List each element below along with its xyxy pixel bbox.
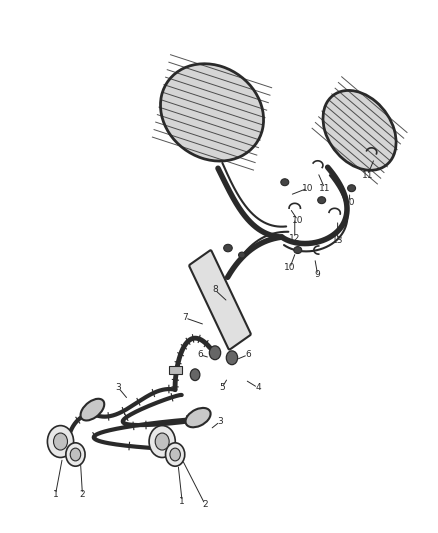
- Text: 6: 6: [245, 350, 251, 359]
- Circle shape: [226, 351, 238, 365]
- Circle shape: [66, 443, 85, 466]
- Text: 10: 10: [302, 184, 314, 193]
- Ellipse shape: [224, 244, 232, 252]
- Text: 10: 10: [284, 263, 296, 272]
- Text: 12: 12: [289, 233, 300, 243]
- Text: 10: 10: [344, 198, 355, 207]
- Ellipse shape: [81, 399, 104, 421]
- Ellipse shape: [294, 247, 302, 254]
- Bar: [169, 366, 182, 374]
- Circle shape: [166, 443, 185, 466]
- Circle shape: [53, 433, 67, 450]
- Ellipse shape: [323, 91, 396, 170]
- Ellipse shape: [186, 408, 211, 427]
- Circle shape: [155, 433, 169, 450]
- Text: 5: 5: [219, 383, 225, 392]
- Circle shape: [70, 448, 81, 461]
- Text: 11: 11: [362, 171, 373, 180]
- Text: 7: 7: [182, 313, 188, 322]
- Ellipse shape: [239, 252, 245, 258]
- Text: 4: 4: [255, 383, 261, 392]
- Text: 8: 8: [212, 286, 218, 294]
- Text: 2: 2: [80, 490, 85, 499]
- Ellipse shape: [160, 64, 264, 161]
- Circle shape: [149, 425, 175, 457]
- Text: 11: 11: [319, 184, 330, 193]
- Text: 3: 3: [217, 417, 223, 426]
- FancyBboxPatch shape: [189, 251, 251, 350]
- Text: 13: 13: [332, 236, 343, 245]
- Circle shape: [170, 448, 180, 461]
- Ellipse shape: [348, 185, 356, 192]
- Text: 3: 3: [116, 383, 121, 392]
- Text: 2: 2: [202, 500, 208, 509]
- Text: 10: 10: [292, 216, 304, 224]
- Text: 9: 9: [315, 270, 321, 279]
- Text: 6: 6: [197, 350, 203, 359]
- Ellipse shape: [281, 179, 289, 185]
- Circle shape: [190, 369, 200, 381]
- Circle shape: [209, 346, 221, 360]
- Ellipse shape: [318, 197, 325, 204]
- Circle shape: [47, 425, 74, 457]
- Text: 1: 1: [179, 497, 185, 506]
- Text: 1: 1: [53, 490, 58, 499]
